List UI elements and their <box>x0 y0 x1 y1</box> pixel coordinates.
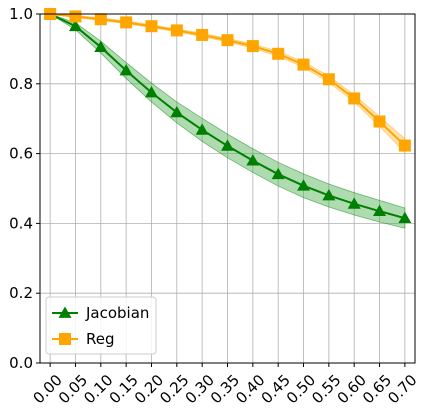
reg-point <box>94 13 107 26</box>
jacobian-legend-label: Jacobian <box>85 304 149 322</box>
jacobian-point <box>68 19 82 32</box>
jacobian-point <box>271 167 285 180</box>
jacobian-point <box>119 64 133 76</box>
reg-point <box>145 20 158 33</box>
reg-point <box>69 10 82 23</box>
y-tick-label: 0.2 <box>9 284 33 302</box>
jacobian-point <box>195 123 209 135</box>
reg-point <box>246 40 259 53</box>
jacobian-point <box>398 211 412 224</box>
legend: Jacobian Reg <box>45 296 157 355</box>
jacobian-point <box>221 139 234 151</box>
y-tick-label: 0.6 <box>9 145 33 163</box>
jacobian-point <box>373 204 387 217</box>
x-axis-ticks: 0.000.050.100.150.200.250.300.350.400.45… <box>30 363 421 407</box>
reg-legend-marker <box>59 333 71 345</box>
reg-point <box>120 16 133 29</box>
reg-point <box>196 28 209 41</box>
y-tick-label: 1.0 <box>9 5 33 23</box>
reg-point <box>272 47 285 60</box>
reg-point <box>398 139 411 152</box>
reg-legend-label: Reg <box>86 330 115 348</box>
grid <box>40 13 415 364</box>
jacobian-point <box>347 197 361 209</box>
reg-point <box>348 92 361 105</box>
jacobian-point <box>94 40 108 53</box>
y-tick-label: 0.4 <box>9 214 33 232</box>
y-axis-ticks: 0.0 0.2 0.4 0.6 0.8 1.0 <box>9 5 40 372</box>
reg-point <box>221 34 234 47</box>
jacobian-point <box>322 188 336 201</box>
reg-point <box>297 58 310 71</box>
jacobian-point <box>170 105 184 118</box>
jacobian-point <box>144 86 158 98</box>
series-markers <box>43 7 412 224</box>
reg-point <box>373 115 386 128</box>
jacobian-legend-marker <box>58 306 72 318</box>
y-tick-label: 0.0 <box>9 354 33 372</box>
jacobian-point <box>246 154 260 166</box>
reg-point <box>170 24 183 37</box>
y-tick-label: 0.8 <box>9 75 33 93</box>
x-tick-label: 0.70 <box>384 371 420 407</box>
reg-point <box>322 73 335 86</box>
jacobian-point <box>297 179 311 191</box>
